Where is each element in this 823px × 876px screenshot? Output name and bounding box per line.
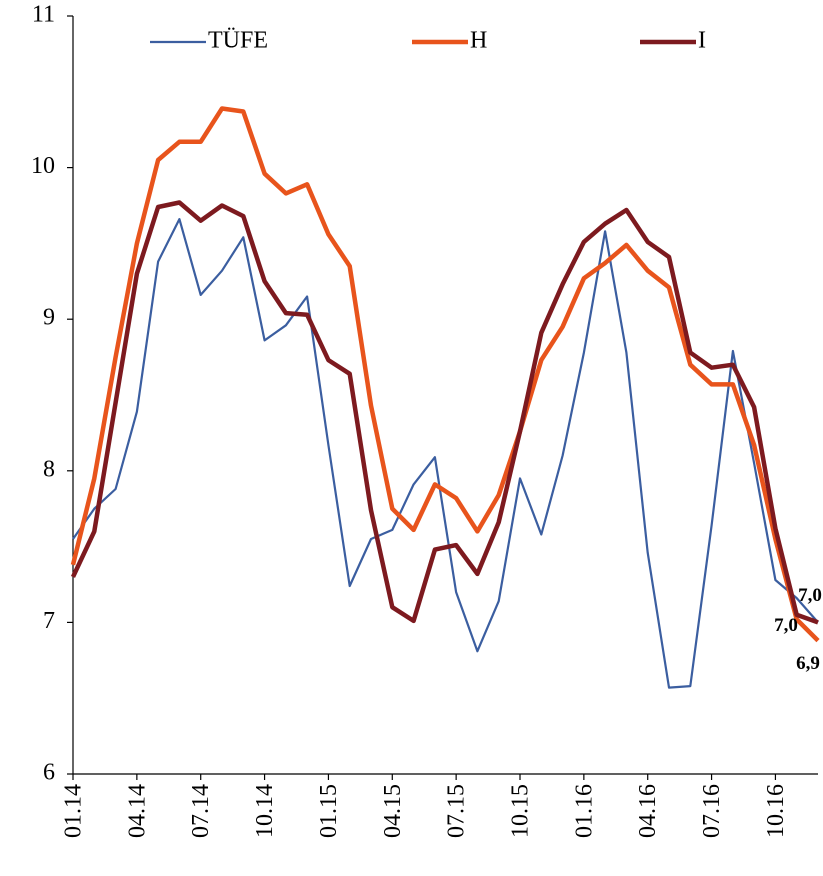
- legend-label: I: [698, 28, 706, 54]
- series-line: [70, 200, 819, 625]
- x-tick-label: 04.14: [124, 784, 150, 838]
- y-tick-label: 8: [43, 456, 55, 482]
- end-label: 6,9: [796, 653, 820, 674]
- end-label: 7,0: [774, 615, 798, 636]
- y-tick-label: 11: [32, 2, 55, 28]
- series-line: [72, 218, 819, 689]
- y-tick-label: 7: [43, 608, 55, 634]
- x-tick-label: 07.16: [699, 784, 725, 838]
- x-tick-label: 04.15: [380, 784, 406, 838]
- legend-label: TÜFE: [208, 28, 268, 54]
- y-tick-label: 6: [43, 760, 55, 786]
- y-tick-label: 9: [43, 305, 55, 331]
- x-tick-label: 10.16: [763, 784, 789, 838]
- x-tick-label: 10.15: [508, 784, 534, 838]
- end-label: 7,0: [798, 585, 822, 606]
- x-tick-label: 04.16: [635, 784, 661, 838]
- x-tick-label: 10.14: [252, 784, 278, 838]
- x-tick-label: 07.15: [444, 784, 470, 838]
- series-line: [70, 106, 820, 643]
- x-tick-label: 01.14: [61, 784, 87, 838]
- x-tick-label: 01.16: [571, 784, 597, 838]
- x-tick-label: 01.15: [316, 784, 342, 838]
- x-tick-label: 07.14: [188, 784, 214, 838]
- legend-label: H: [470, 28, 487, 54]
- y-tick-label: 10: [31, 153, 55, 179]
